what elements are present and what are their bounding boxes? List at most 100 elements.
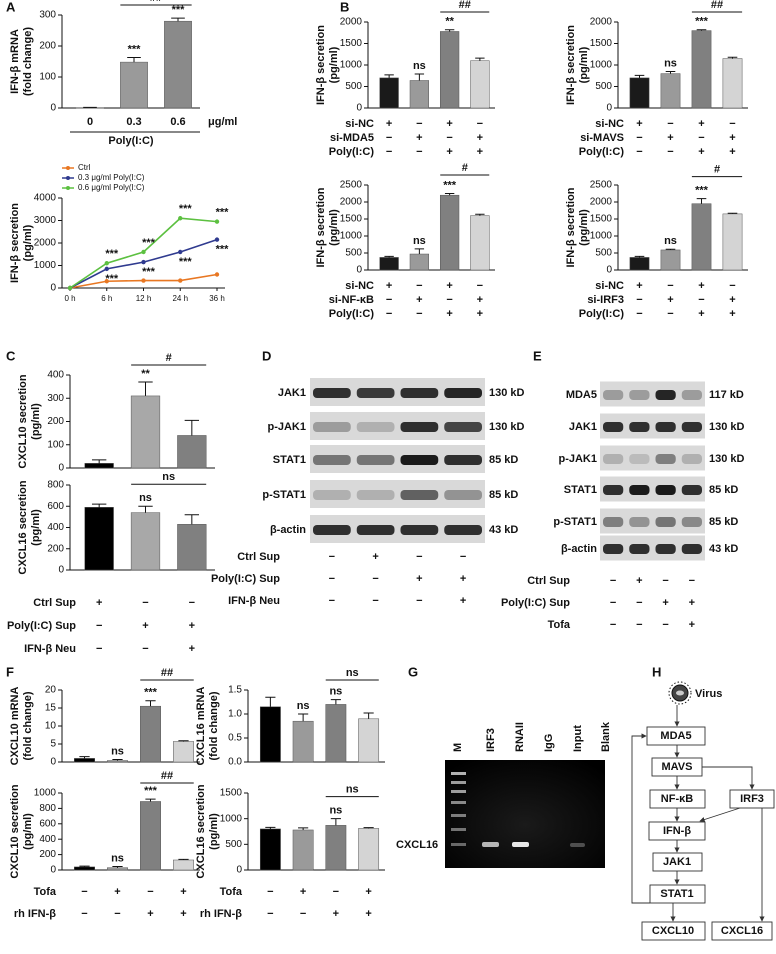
marker (141, 249, 146, 255)
y-axis-label: (fold change) (22, 691, 34, 760)
condition-symbol: − (416, 118, 422, 130)
condition-symbol: + (333, 908, 339, 920)
error-bar (696, 29, 707, 31)
error-bar (298, 713, 309, 722)
condition-symbol: − (96, 620, 102, 632)
y-tick-label: 300 (47, 393, 64, 404)
y-tick-label: 4000 (34, 193, 57, 204)
condition-symbol: + (698, 146, 704, 158)
y-tick-label: 500 (595, 248, 612, 259)
condition-symbol: − (667, 308, 673, 320)
y-tick-label: 0 (50, 865, 56, 876)
marker (214, 219, 220, 224)
significance-label: ns (139, 492, 152, 504)
blot-band (603, 544, 624, 554)
y-tick-label: 400 (47, 370, 64, 381)
bracket-label: ns (162, 471, 175, 483)
marker (178, 249, 183, 255)
y-axis-label: IFN-β secretion (565, 25, 577, 105)
arrows (631, 705, 765, 922)
blot-band (681, 485, 702, 495)
blot-band (655, 422, 676, 432)
condition-symbol: − (662, 619, 668, 631)
condition-symbol: − (610, 597, 616, 609)
bar (259, 828, 281, 871)
condition-symbol: − (189, 597, 195, 609)
bracket-label: ## (711, 0, 723, 11)
y-tick-label: 1000 (590, 60, 613, 71)
blot-band (655, 544, 676, 554)
significance-label: ** (445, 16, 454, 28)
condition-symbol: − (446, 294, 452, 306)
lane-label: Input (572, 725, 584, 752)
condition-symbol: + (180, 908, 186, 920)
condition-symbol: − (729, 280, 735, 292)
error-bar (363, 827, 374, 829)
condition-symbol: + (460, 595, 466, 607)
lane-label: Blank (600, 721, 612, 752)
significance-label: ns (664, 235, 677, 247)
condition-symbol: − (329, 573, 335, 585)
condition-symbol: + (477, 132, 483, 144)
significance-label: ns (111, 852, 124, 864)
bar (164, 20, 192, 109)
gel-band (482, 842, 499, 847)
blot-band (356, 388, 395, 398)
legend-label: 0.3 μg/ml Poly(I:C) (78, 173, 145, 182)
condition-symbol: + (460, 573, 466, 585)
bracket-label: # (462, 162, 468, 174)
x-tick-label: 6 h (101, 294, 112, 303)
condition-label: Poly(I:C) (329, 308, 375, 320)
y-tick-label: 100 (39, 72, 56, 83)
bar (691, 203, 712, 271)
blot-strip (600, 508, 705, 534)
blot-band (313, 490, 351, 500)
condition-symbol: + (386, 280, 392, 292)
blot-band (681, 454, 702, 464)
y-tick-label: 300 (39, 10, 56, 21)
virus-label: Virus (695, 688, 722, 700)
y-tick-label: 200 (39, 41, 56, 52)
condition-symbol: − (114, 908, 120, 920)
y-tick-label: 1000 (340, 60, 363, 71)
condition-symbol: + (446, 118, 452, 130)
bar (379, 77, 399, 109)
marker (141, 259, 146, 265)
condition-symbol: + (662, 597, 668, 609)
bar (292, 720, 314, 763)
blot-band (444, 490, 482, 500)
bar (409, 253, 430, 271)
condition-label: si-NC (345, 280, 374, 292)
size-label: 43 kD (709, 543, 738, 555)
pathway-diagram: Virus MDA5 MAVS NF-κB IRF3 IFN-β JAK1 ST… (631, 681, 775, 941)
y-tick-label: 2500 (590, 180, 613, 191)
blot-band (603, 517, 624, 527)
y-tick-label: 1000 (590, 231, 613, 242)
y-axis-label: CXCL10 mRNA (9, 687, 21, 766)
condition-symbol: − (372, 573, 378, 585)
condition-symbol: − (667, 146, 673, 158)
y-tick-label: 1000 (34, 260, 57, 271)
bar (74, 866, 95, 871)
condition-label: Poly(I:C) (329, 146, 375, 158)
bar (173, 741, 194, 763)
error-bar (727, 212, 738, 214)
blot-band (313, 455, 351, 465)
error-bar (178, 740, 189, 742)
y-tick-label: 2000 (340, 17, 363, 28)
condition-symbol: − (636, 132, 642, 144)
blot-band (400, 388, 439, 398)
y-axis-label: CXCL10 secretion (17, 374, 29, 468)
node-label: MAVS (662, 761, 693, 773)
blot-band (400, 490, 439, 500)
protein-label: JAK1 (569, 421, 597, 433)
condition-label: si-MAVS (580, 132, 624, 144)
bar (660, 73, 681, 109)
condition-symbol: − (636, 308, 642, 320)
legend-marker (66, 186, 70, 190)
bracket-label: # (166, 352, 172, 364)
error-bar (112, 866, 123, 868)
condition-symbol: + (667, 294, 673, 306)
node (646, 726, 706, 746)
